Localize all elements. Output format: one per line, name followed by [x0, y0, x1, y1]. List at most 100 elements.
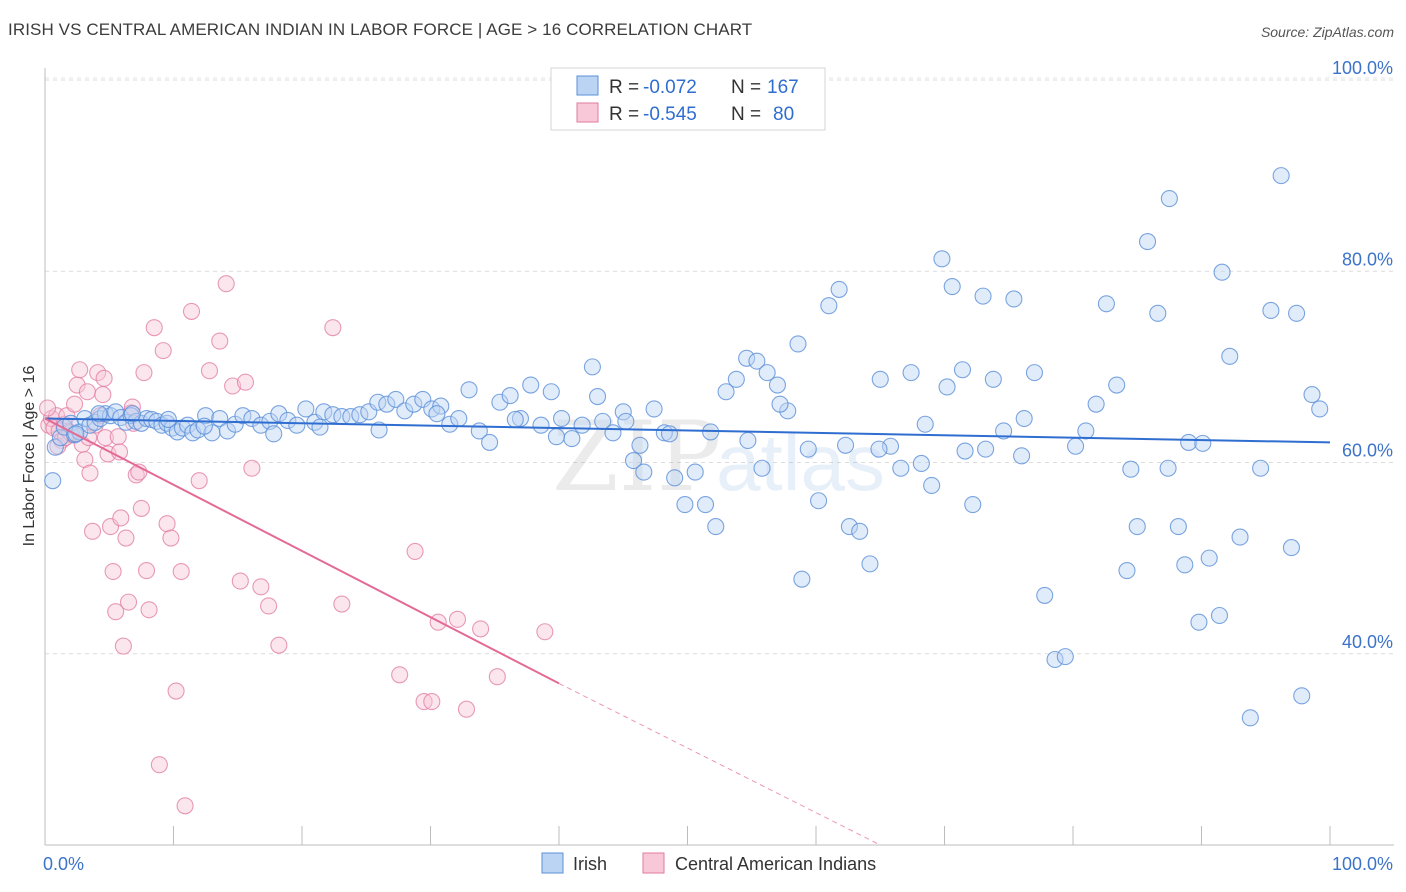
x-tick-label-max: 100.0% [1332, 854, 1393, 874]
watermark-zip: ZIP [552, 401, 721, 513]
irish-point-138 [1262, 301, 1280, 320]
irish-point-71 [573, 416, 591, 434]
cai-point-15 [78, 383, 96, 401]
irish-trend-line [44, 417, 1331, 444]
irish-point-105 [923, 476, 941, 495]
irish-point-148 [977, 440, 995, 458]
cai-trend-line-extension [558, 682, 881, 846]
legend-r-label-irish: R = [609, 77, 639, 98]
irish-point-88 [748, 352, 766, 370]
irish-point-67 [532, 416, 550, 434]
irish-point-136 [1241, 709, 1259, 727]
irish-point-60 [460, 381, 478, 399]
legend-n-label-cai: N = [731, 104, 761, 125]
cai-point-39 [140, 601, 158, 619]
irish-point-104 [912, 454, 930, 473]
cai-point-68 [457, 700, 476, 718]
irish-point-95 [820, 297, 838, 315]
irish-point-140 [1282, 539, 1300, 557]
irish-point-128 [1159, 459, 1177, 477]
irish-point-123 [1108, 376, 1126, 394]
irish-point-109 [964, 496, 982, 514]
cai-point-59 [270, 636, 288, 654]
cai-point-14 [76, 451, 94, 469]
irish-point-133 [1210, 606, 1229, 625]
cai-point-51 [211, 332, 229, 350]
irish-point-135 [1231, 528, 1249, 546]
cai-point-48 [182, 302, 201, 320]
irish-point-111 [984, 370, 1002, 388]
series-legend-label-irish: Irish [573, 854, 607, 874]
cai-point-43 [158, 515, 176, 533]
irish-point-57 [432, 397, 450, 415]
cai-point-17 [83, 522, 102, 540]
cai-point-47 [176, 797, 194, 815]
cai-point-26 [107, 603, 125, 621]
irish-point-125 [1128, 518, 1146, 536]
cai-point-54 [231, 572, 249, 590]
irish-point-42 [297, 400, 315, 418]
irish-point-127 [1149, 304, 1167, 322]
irish-point-144 [1160, 190, 1178, 208]
irish-point-119 [1067, 437, 1085, 455]
irish-point-53 [396, 402, 414, 420]
cai-point-40 [145, 319, 163, 337]
irish-point-98 [851, 522, 869, 540]
cai-point-57 [252, 578, 270, 596]
central-american-indians-points [39, 275, 554, 815]
irish-point-168 [1176, 556, 1194, 574]
irish-point-52 [387, 390, 405, 408]
irish-point-39 [270, 405, 288, 423]
x-tick-labels: 0.0% 100.0% [43, 854, 1393, 874]
irish-point-162 [265, 425, 283, 443]
cai-point-44 [162, 529, 180, 547]
cai-point-65 [423, 693, 441, 711]
irish-point-126 [1138, 233, 1157, 251]
cai-point-76 [123, 398, 141, 416]
irish-point-37 [252, 416, 270, 434]
cai-point-53 [224, 377, 242, 395]
irish-point-76 [624, 452, 643, 470]
y-tick-label-80: 80.0% [1342, 249, 1393, 269]
cai-point-30 [117, 529, 135, 547]
cai-point-71 [536, 623, 554, 641]
irish-points [44, 167, 1329, 727]
irish-point-120 [1077, 422, 1095, 440]
irish-point-87 [738, 349, 756, 367]
irish-point-41 [288, 416, 306, 434]
irish-point-63 [491, 393, 509, 411]
irish-point-74 [604, 424, 622, 442]
cai-point-42 [154, 342, 172, 360]
irish-point-150 [916, 415, 934, 433]
irish-point-117 [1046, 650, 1064, 669]
irish-point-149 [870, 440, 888, 458]
y-tick-label-60: 60.0% [1342, 441, 1393, 461]
irish-point-173 [793, 570, 811, 588]
legend-swatch-irish [576, 75, 599, 96]
irish-point-8 [81, 416, 99, 434]
irish-point-130 [1180, 433, 1198, 451]
irish-point-107 [943, 277, 961, 296]
irish-point-112 [995, 422, 1013, 440]
irish-point-1 [46, 438, 64, 456]
cai-point-60 [324, 319, 342, 337]
irish-point-62 [481, 433, 499, 451]
irish-point-176 [617, 412, 635, 430]
irish-point-108 [953, 361, 972, 379]
irish-point-129 [1169, 518, 1187, 536]
irish-point-106 [933, 250, 951, 268]
irish-point-81 [676, 496, 694, 514]
irish-point-161 [311, 418, 329, 436]
irish-point-85 [717, 383, 735, 401]
irish-point-122 [1097, 295, 1115, 313]
cai-point-67 [448, 610, 467, 628]
irish-point-58 [441, 415, 459, 433]
irish-point-132 [1200, 549, 1218, 567]
irish-point-121 [1087, 395, 1105, 413]
irish-point-165 [123, 405, 141, 423]
irish-point-68 [542, 383, 560, 401]
irish-point-86 [727, 370, 745, 388]
cai-point-10 [66, 395, 84, 413]
irish-point-80 [666, 469, 684, 487]
irish-point-75 [614, 403, 632, 421]
